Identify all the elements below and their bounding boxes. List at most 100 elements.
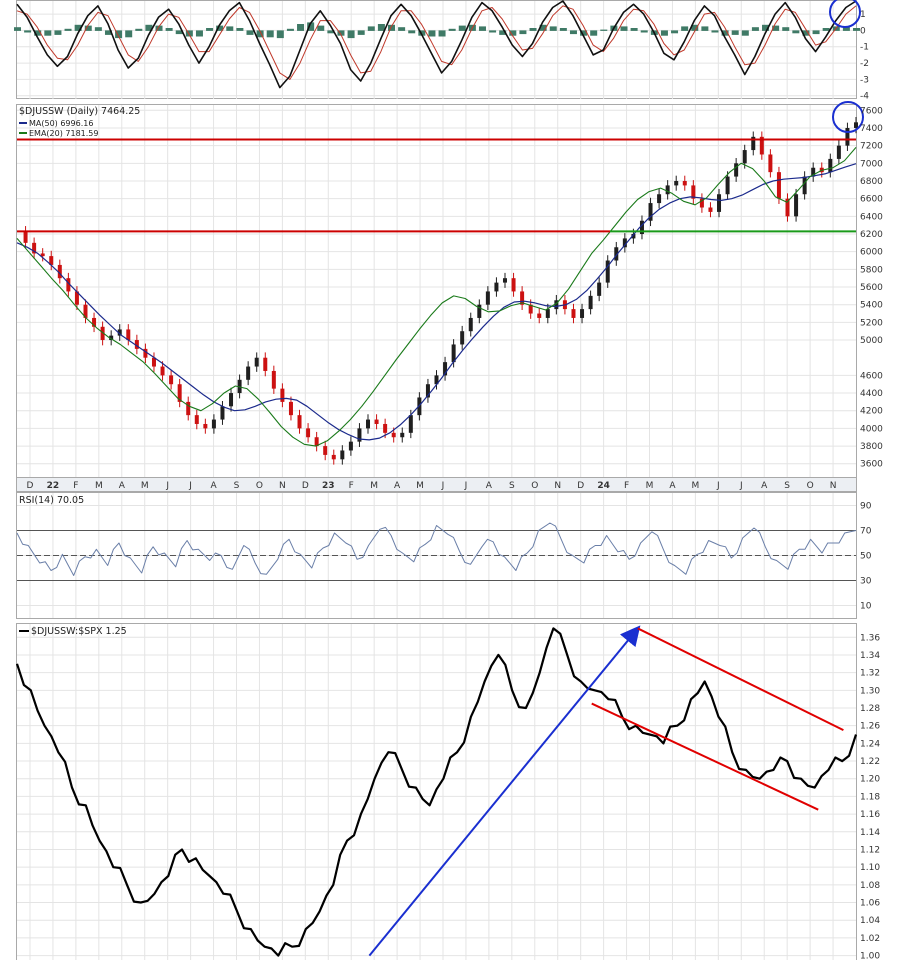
macd-histogram-bar: [14, 27, 21, 31]
x-axis-label: 24: [597, 481, 610, 491]
x-axis-label: A: [669, 481, 676, 491]
candle-body: [639, 220, 644, 235]
rsi-tick-label: 30: [860, 577, 872, 587]
x-axis-label: O: [807, 481, 814, 491]
rsi-panel: [16, 492, 857, 619]
candle-body: [580, 309, 585, 318]
macd-histogram-bar: [44, 30, 52, 36]
macd-signal-line: [16, 5, 857, 80]
candle-body: [811, 167, 816, 177]
ema20-line: [16, 147, 857, 447]
rsi-tick-label: 90: [860, 502, 872, 512]
ratio-tick-label: 1.00: [860, 952, 880, 960]
price-tick-label: 5200: [860, 318, 883, 328]
ratio-tick-label: 1.18: [860, 792, 880, 802]
candle-body: [759, 136, 764, 155]
macd-histogram-bar: [74, 24, 82, 31]
highlight-circle: [832, 101, 864, 133]
x-axis-label: S: [784, 481, 790, 491]
macd-histogram-bar: [681, 26, 689, 31]
price-tick-label: 5600: [860, 283, 883, 293]
candle-body: [802, 176, 807, 195]
macd-histogram-bar: [256, 30, 264, 38]
ratio-tick-label: 1.12: [860, 845, 880, 855]
macd-plot: [14, 0, 861, 89]
candle-body: [734, 163, 739, 177]
macd-tick-label: -1: [860, 43, 869, 53]
macd-panel: [16, 0, 857, 99]
candle-body: [117, 329, 122, 336]
macd-histogram-bar: [145, 24, 153, 31]
x-axis-label: 23: [322, 481, 335, 491]
candle-body: [460, 331, 465, 345]
macd-histogram-bar: [216, 25, 224, 31]
x-axis-label: N: [830, 481, 837, 491]
macd-histogram-bar: [115, 30, 123, 39]
candle-body: [485, 291, 490, 305]
rsi-tick-label: 50: [860, 552, 872, 562]
candle-body: [143, 348, 148, 358]
price-tick-label: 4600: [860, 371, 883, 381]
candle-body: [340, 450, 345, 460]
macd-histogram-bar: [478, 26, 486, 31]
macd-histogram-bar: [206, 28, 214, 31]
rsi-plot: [16, 522, 857, 581]
macd-histogram-bar: [337, 30, 345, 36]
candle-body: [288, 401, 293, 416]
candle-body: [528, 304, 533, 314]
macd-histogram-bar: [731, 30, 739, 35]
macd-histogram-bar: [842, 27, 850, 31]
rsi-title: RSI(14) 70.05: [19, 495, 84, 506]
ema20-legend: EMA(20) 7181.59: [29, 129, 98, 138]
candle-body: [717, 194, 722, 212]
macd-histogram-bar: [327, 30, 335, 34]
candle-body: [768, 154, 773, 173]
candle-body: [751, 136, 756, 151]
rsi-tick-label: 10: [860, 602, 872, 612]
x-axis-label: J: [165, 481, 169, 491]
x-axis-label: F: [73, 481, 78, 491]
x-axis-strip: [16, 477, 857, 492]
price-tick-label: 4200: [860, 407, 883, 417]
candle-body: [203, 423, 208, 429]
candle-body: [511, 278, 516, 292]
macd-histogram-bar: [34, 30, 42, 36]
candle-body: [648, 203, 653, 221]
macd-histogram-bar: [367, 26, 375, 31]
macd-histogram-bar: [549, 26, 557, 31]
candle-body: [434, 375, 439, 385]
rsi-tick-label: 70: [860, 527, 872, 537]
macd-line: [16, 0, 857, 89]
candle-body: [306, 428, 311, 438]
candle-body: [400, 432, 405, 438]
macd-histogram-bar: [671, 30, 679, 34]
macd-histogram-bar: [347, 30, 355, 39]
macd-histogram-bar: [630, 28, 638, 31]
ratio-tick-label: 1.16: [860, 810, 880, 820]
macd-histogram-bar: [246, 30, 254, 35]
candle-body: [725, 176, 730, 195]
macd-tick-label: 1: [860, 10, 866, 20]
macd-histogram-bar: [266, 30, 274, 38]
price-title: $DJUSSW (Daily) 7464.25: [19, 106, 140, 117]
macd-histogram-bar: [580, 30, 588, 36]
macd-histogram-bar: [640, 30, 648, 33]
candle-body: [391, 432, 396, 438]
x-axis-label: A: [761, 481, 768, 491]
macd-histogram-bar: [408, 30, 416, 34]
macd-histogram-bar: [721, 30, 729, 36]
channel-upper-line: [637, 627, 844, 732]
macd-histogram-bar: [489, 30, 497, 33]
x-axis-label: M: [370, 481, 378, 491]
candle-body: [271, 370, 276, 389]
ratio-tick-label: 1.26: [860, 722, 880, 732]
macd-tick-label: -2: [860, 59, 869, 69]
macd-tick-label: 0: [860, 26, 866, 36]
macd-histogram-bar: [388, 24, 396, 31]
price-plot: [16, 101, 864, 465]
macd-histogram-bar: [24, 30, 32, 33]
macd-histogram-bar: [792, 30, 800, 34]
x-axis-label: D: [27, 481, 34, 491]
candle-body: [836, 145, 841, 159]
